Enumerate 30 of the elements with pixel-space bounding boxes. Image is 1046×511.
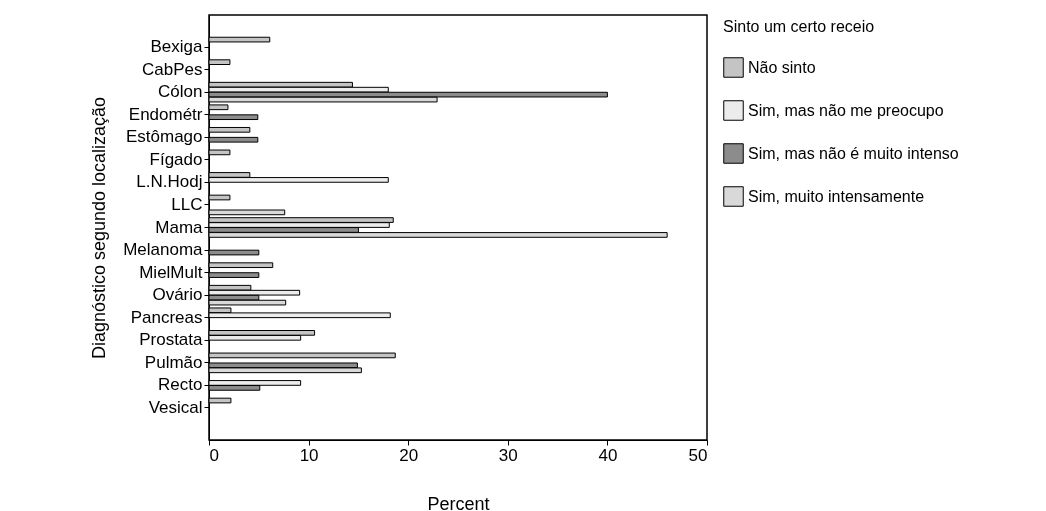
y-tick-label: Prostata — [139, 330, 204, 350]
y-tick-label: Ovário — [152, 285, 203, 305]
legend-label: Não sinto — [748, 58, 816, 76]
y-tick-label: Cólon — [158, 82, 203, 102]
y-tick-label: LLC — [171, 194, 203, 214]
y-tick-label: Fígado — [149, 149, 203, 169]
y-tick-label: CabPes — [142, 59, 203, 79]
x-tick-label: 50 — [688, 445, 708, 465]
x-tick-label: 10 — [299, 445, 319, 465]
y-tick-label: Vesical — [148, 397, 203, 417]
y-tick-label: L.N.Hodj — [136, 172, 203, 192]
y-axis-title: Diagnóstico segundo localização — [89, 96, 110, 360]
x-tick-label: 20 — [399, 445, 419, 465]
y-tick-label: Bexiga — [150, 37, 204, 57]
legend-label: Sim, muito intensamente — [748, 187, 925, 205]
y-tick-label: Endométr — [128, 104, 203, 124]
y-tick-label: Pancreas — [130, 307, 203, 327]
y-tick-label: Melanoma — [123, 240, 204, 260]
y-tick-label: Mama — [155, 217, 204, 237]
legend-label: Sim, mas não me preocupo — [748, 101, 944, 119]
x-tick-label: 30 — [498, 445, 518, 465]
y-tick-label: Estômago — [125, 127, 203, 147]
legend-label: Sim, mas não é muito intenso — [748, 144, 959, 162]
y-tick-label: MielMult — [139, 262, 203, 282]
x-tick-label: 40 — [598, 445, 618, 465]
y-tick-label: Pulmão — [144, 352, 203, 372]
x-axis-title: Percent — [427, 493, 490, 511]
legend-title: Sinto um certo receio — [723, 18, 875, 35]
x-tick-label: 0 — [209, 445, 219, 465]
y-tick-label: Recto — [158, 375, 203, 395]
